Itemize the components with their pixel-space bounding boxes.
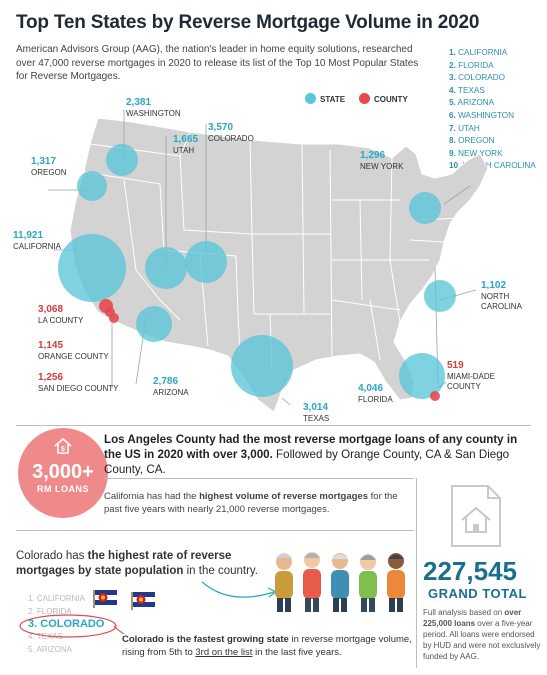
highlight-ring (19, 614, 124, 638)
person-icon (359, 554, 377, 612)
list-item: 5. ARIZONA (28, 644, 73, 654)
list-item: 3. COLORADO (449, 73, 505, 83)
list-item: 5. ARIZONA (449, 98, 495, 108)
list-item: 8. OREGON (449, 136, 495, 146)
oregon-callout: 1,317 OREGON (31, 156, 67, 177)
vertical-divider (416, 478, 417, 668)
state-legend-dot (305, 93, 316, 104)
california-callout: 11,921 CALIFORNIA (13, 230, 62, 251)
divider (16, 530, 414, 531)
leader-lines (48, 110, 477, 406)
grand-total-label: GRAND TOTAL (428, 586, 527, 601)
miami-dade-county-bubble (430, 391, 440, 401)
list-item: 1. CALIFORNIA (449, 48, 508, 57)
utah-bubble (145, 247, 187, 289)
la-county-callout: 3,068 LA COUNTY (38, 304, 84, 325)
colorado-statement: Colorado has the highest rate of reverse… (16, 550, 258, 577)
divider (16, 425, 531, 426)
list-item: 2. FLORIDA (449, 60, 494, 70)
florida-callout: 4,046 FLORIDA (358, 383, 393, 404)
list-item-selected: 3. COLORADO (28, 618, 105, 631)
person-icon (275, 553, 293, 612)
list-item: 1. CALIFORNIA (28, 594, 85, 603)
miami-dade-callout: 519 MIAMI-DADE COUNTY (447, 360, 495, 391)
arrow-icon (201, 581, 278, 598)
top-ten-list: 1. CALIFORNIA 2. FLORIDA 3. COLORADO 4. … (449, 47, 536, 173)
north-carolina-callout: 1,102 NORTH CAROLINA (481, 280, 522, 311)
arizona-bubble (136, 306, 172, 342)
rm-loans-badge: $ 3,000+ RM LOANS (18, 428, 108, 518)
florida-bubble (399, 353, 445, 399)
north-carolina-bubble (424, 280, 456, 312)
person-icon (387, 553, 405, 612)
person-icon (303, 552, 321, 612)
utah-callout: 1,665 UTAH (173, 134, 199, 155)
colorado-callout: 3,570 COLORADO (208, 122, 254, 143)
la-county-statement: Los Angeles County had the most reverse … (104, 433, 518, 476)
document-house-icon (451, 485, 501, 547)
state-bubbles (58, 144, 456, 399)
list-item: 9. NEW YORK (449, 148, 503, 158)
us-map (48, 110, 489, 413)
state-legend-label: STATE (320, 95, 346, 104)
rm-loans-label: RM LOANS (37, 484, 89, 494)
county-legend-dot (359, 93, 370, 104)
colorado-flag-icon (131, 592, 155, 610)
list-item: 2. FLORIDA (28, 606, 72, 616)
new-york-callout: 1,296 NEW YORK (360, 150, 404, 171)
fastest-growing-statement: Colorado is the fastest growing state in… (122, 634, 412, 658)
divider (104, 478, 414, 479)
grand-total-note: Full analysis based on over 225,000 loan… (423, 608, 541, 661)
list-item: 4. TEXAS (449, 85, 485, 95)
svg-text:$: $ (61, 446, 65, 453)
seniors-illustration (275, 552, 405, 612)
list-item: 6. WASHINGTON (449, 110, 515, 120)
texas-bubble (231, 335, 293, 397)
texas-callout: 3,014 TEXAS (303, 402, 330, 423)
colorado-flag-icon (93, 590, 117, 608)
rm-loans-value: 3,000+ (32, 461, 94, 483)
washington-bubble (106, 144, 138, 176)
oregon-bubble (77, 171, 107, 201)
arizona-callout: 2,786 ARIZONA (153, 376, 189, 397)
california-bubble (58, 234, 126, 302)
san-diego-county-callout: 1,256 SAN DIEGO COUNTY (38, 372, 119, 393)
washington-callout: 2,381 WASHINGTON (126, 97, 181, 118)
list-item: 7. UTAH (449, 123, 480, 133)
california-statement: California has had the highest volume of… (104, 491, 398, 515)
grand-total-value: 227,545 (423, 556, 517, 586)
house-dollar-icon: $ (54, 437, 72, 454)
new-york-bubble (409, 192, 441, 224)
county-bubbles (99, 299, 440, 401)
county-legend-label: COUNTY (374, 95, 408, 104)
san-diego-county-bubble (109, 313, 119, 323)
intro-text: American Advisors Group (AAG), the natio… (16, 44, 419, 82)
list-item: 10. NORTH CAROLINA (449, 161, 536, 171)
colorado-bubble (185, 241, 227, 283)
person-icon (331, 553, 349, 612)
page-title: Top Ten States by Reverse Mortgage Volum… (16, 12, 480, 33)
orange-county-callout: 1,145 ORANGE COUNTY (38, 340, 109, 361)
